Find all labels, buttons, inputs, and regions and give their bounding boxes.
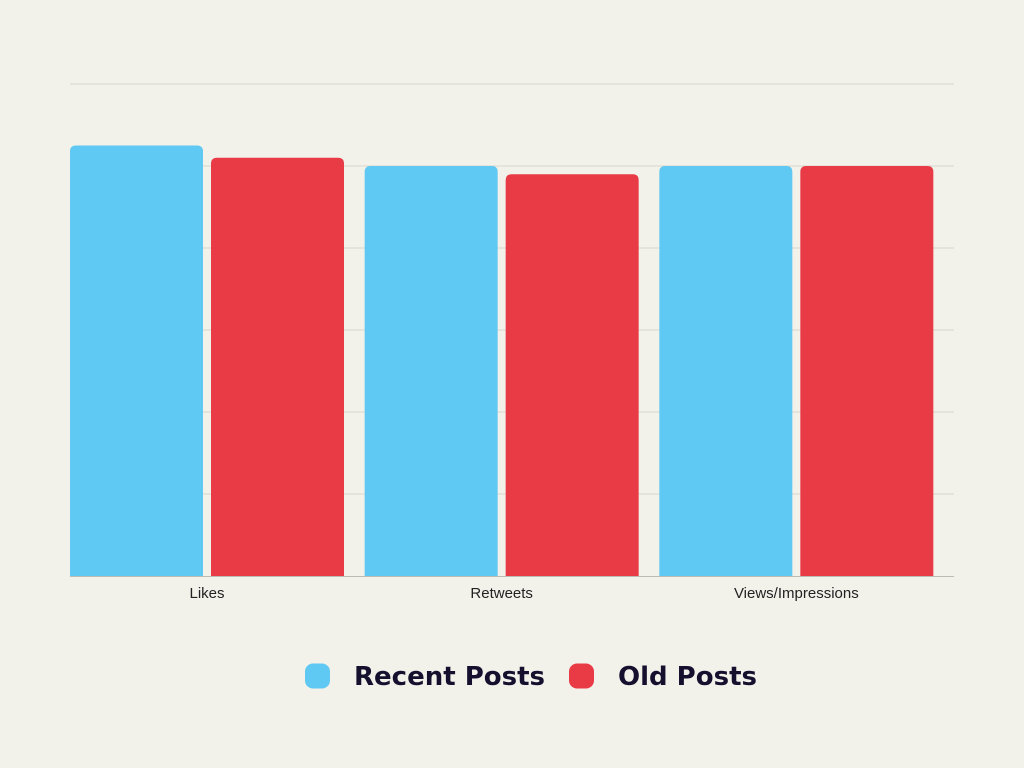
x-axis-tick-labels: Likes Retweets Views/Impressions bbox=[189, 585, 858, 602]
legend-label-recent-posts: Recent Posts bbox=[354, 662, 545, 692]
legend-swatch-recent-posts bbox=[305, 663, 330, 689]
bar-retweets-recent-posts bbox=[364, 166, 498, 576]
bar-views-impressions-old-posts bbox=[800, 166, 934, 576]
bars bbox=[70, 145, 934, 577]
bar-likes-recent-posts bbox=[70, 145, 203, 576]
legend-swatch-old-posts bbox=[569, 663, 594, 689]
legend-label-old-posts: Old Posts bbox=[618, 662, 757, 692]
bar-views-impressions-recent-posts bbox=[659, 166, 793, 576]
x-tick-label-views-impressions: Views/Impressions bbox=[734, 585, 859, 602]
bar-likes-old-posts bbox=[211, 157, 344, 577]
x-tick-label-likes: Likes bbox=[189, 585, 224, 602]
legend: Recent Posts Old Posts bbox=[305, 662, 757, 692]
x-tick-label-retweets: Retweets bbox=[470, 585, 533, 602]
bar-retweets-old-posts bbox=[505, 174, 639, 576]
